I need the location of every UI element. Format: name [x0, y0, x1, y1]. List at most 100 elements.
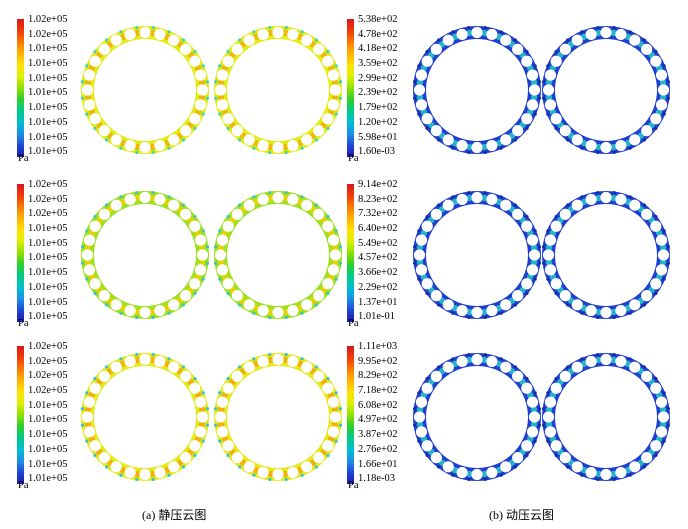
colorbar-tick-label: 3.87e+02: [358, 429, 398, 441]
pressure-edge-mark: [226, 50, 230, 54]
roller-hole: [526, 396, 539, 408]
pressure-edge-mark: [238, 38, 242, 42]
pressure-hotspot: [595, 143, 602, 151]
pressure-hotspot: [282, 308, 289, 316]
pressure-hotspot: [545, 406, 553, 413]
roller-hole: [322, 220, 334, 232]
roller-hole: [456, 139, 468, 152]
pressure-edge-mark: [80, 245, 85, 249]
pressure-edge-mark: [642, 138, 646, 142]
pressure-edge-mark: [314, 38, 318, 42]
pressure-hotspot: [530, 79, 538, 86]
roller-hole: [442, 199, 454, 211]
roller-hole: [415, 264, 428, 276]
pressure-hotspot: [282, 470, 289, 478]
pressure-edge-mark: [483, 25, 487, 30]
pressure-edge-mark: [580, 311, 584, 315]
colorbar-tick-label: 1.18e-03: [358, 473, 396, 485]
colorbar-tick-label: 1.02e+05: [28, 385, 68, 397]
roller-hole: [313, 452, 325, 464]
pressure-edge-mark: [437, 365, 441, 369]
roller-hole: [222, 440, 234, 452]
dynamic-unit-label-3: Pa: [348, 480, 359, 491]
roller-hole: [421, 55, 433, 67]
pressure-hotspot: [217, 259, 225, 266]
roller-hole: [327, 396, 340, 408]
pressure-edge-mark: [513, 303, 517, 307]
pressure-edge-mark: [226, 126, 230, 130]
pressure-hotspot: [545, 94, 553, 101]
static-colorbar-2: [17, 184, 24, 322]
static-pressure-ring-r2-c2: [213, 190, 343, 320]
dynamic-colorbar-1: [347, 19, 354, 157]
pressure-edge-mark: [499, 146, 503, 150]
pressure-hotspot: [481, 470, 488, 478]
colorbar-tick-label: 6.40e+02: [358, 223, 398, 235]
roller-hole: [301, 299, 313, 311]
roller-hole: [329, 84, 342, 96]
roller-hole: [81, 249, 94, 261]
roller-hole: [629, 461, 641, 473]
static-unit-label-3: Pa: [18, 480, 29, 491]
colorbar-tick-label: 1.01e+05: [28, 311, 68, 323]
pressure-edge-mark: [580, 357, 584, 361]
pressure-edge-mark: [135, 315, 139, 320]
pressure-edge-mark: [541, 80, 546, 84]
roller-hole: [89, 113, 101, 125]
roller-hole: [189, 278, 201, 290]
pressure-edge-mark: [533, 277, 537, 281]
roller-hole: [231, 208, 243, 220]
roller-hole: [521, 55, 533, 67]
colorbar-tick-label: 8.29e+02: [358, 370, 398, 382]
pressure-edge-mark: [666, 423, 671, 427]
roller-hole: [615, 139, 627, 152]
roller-hole: [528, 249, 541, 261]
colorbar-tick-label: 1.01e+05: [28, 43, 68, 55]
pressure-edge-mark: [566, 138, 570, 142]
pressure-edge-mark: [238, 203, 242, 207]
roller-hole: [550, 113, 562, 125]
roller-hole: [272, 306, 284, 319]
roller-hole: [231, 290, 243, 302]
pressure-edge-mark: [105, 365, 109, 369]
pressure-edge-mark: [193, 453, 197, 457]
pressure-edge-mark: [151, 190, 155, 195]
roller-hole: [655, 99, 668, 111]
pressure-hotspot: [217, 406, 225, 413]
roller-hole: [442, 361, 454, 373]
pressure-hotspot: [217, 94, 225, 101]
pressure-edge-mark: [201, 439, 205, 443]
static-pressure-ring-r3-c1: [80, 352, 210, 482]
pressure-edge-mark: [654, 453, 658, 457]
pressure-hotspot: [466, 308, 473, 316]
roller-hole: [189, 220, 201, 232]
roller-hole: [486, 355, 498, 368]
colorbar-tick-label: 4.18e+02: [358, 43, 398, 55]
roller-hole: [615, 466, 627, 479]
roller-hole: [430, 208, 442, 220]
pressure-edge-mark: [181, 365, 185, 369]
pressure-edge-mark: [238, 365, 242, 369]
pressure-edge-mark: [642, 365, 646, 369]
roller-hole: [231, 43, 243, 55]
pressure-edge-mark: [105, 465, 109, 469]
pressure-edge-mark: [612, 477, 616, 482]
pressure-edge-mark: [334, 277, 338, 281]
pressure-edge-mark: [218, 391, 222, 395]
roller-hole: [196, 411, 209, 423]
pressure-hotspot: [481, 143, 488, 151]
pressure-edge-mark: [437, 138, 441, 142]
roller-hole: [600, 468, 612, 481]
pressure-edge-mark: [596, 315, 600, 320]
pressure-hotspot: [545, 421, 553, 428]
pressure-hotspot: [134, 143, 141, 151]
pressure-edge-mark: [314, 465, 318, 469]
roller-hole: [550, 440, 562, 452]
caption-dynamic: (b) 动压云图: [489, 508, 554, 522]
pressure-edge-mark: [213, 261, 218, 265]
pressure-edge-mark: [425, 453, 429, 457]
roller-hole: [301, 199, 313, 211]
pressure-hotspot: [481, 356, 488, 364]
pressure-edge-mark: [642, 38, 646, 42]
roller-hole: [83, 234, 96, 246]
